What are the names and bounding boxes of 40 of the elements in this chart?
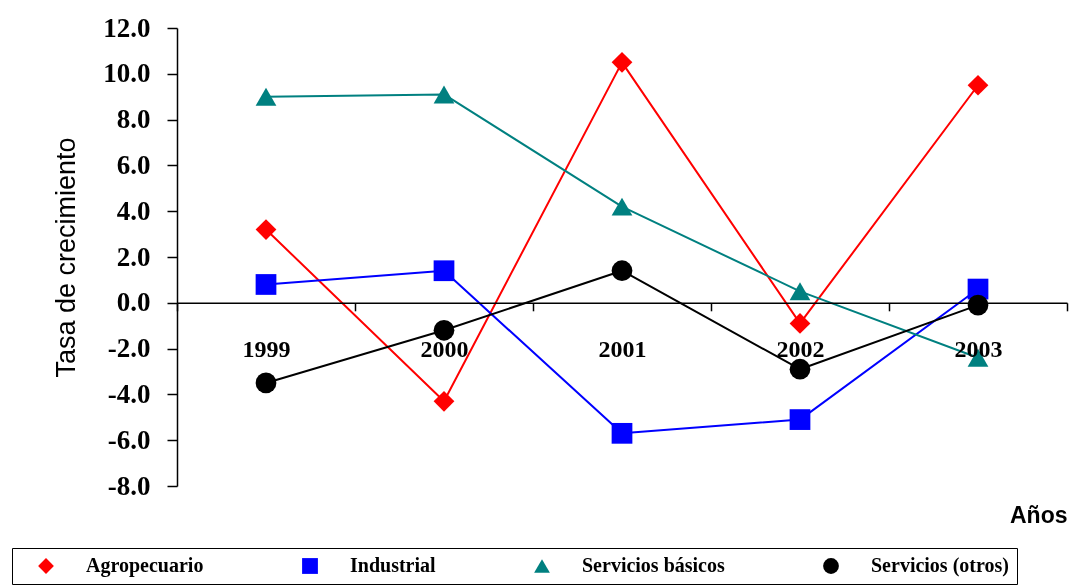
point <box>789 313 811 334</box>
y-tick-label: -4.0 <box>107 378 151 409</box>
point <box>433 319 455 341</box>
legend-label: Industrial <box>350 554 437 576</box>
y-axis-title: Tasa de crecimiento <box>51 137 82 378</box>
x-tick-label: 2003 <box>954 336 1003 363</box>
point <box>789 409 811 430</box>
y-tick-label: 10.0 <box>103 58 151 89</box>
legend-label: Servicios (otros) <box>871 554 1009 577</box>
point <box>255 219 277 240</box>
x-tick-label: 2000 <box>420 336 469 363</box>
point <box>967 74 989 96</box>
point <box>433 85 455 104</box>
y-tick-label: 8.0 <box>116 104 151 135</box>
y-tick-label: 12.0 <box>103 12 151 43</box>
x-axis-title: Años <box>1010 501 1068 528</box>
point <box>789 358 811 380</box>
point <box>611 197 633 216</box>
y-tick-label: 2.0 <box>116 241 151 272</box>
point <box>967 294 989 316</box>
point <box>611 422 633 444</box>
point <box>433 260 455 282</box>
x-tick-label: 2001 <box>598 336 647 363</box>
x-tick-label: 1999 <box>242 336 291 363</box>
point <box>789 282 811 301</box>
point <box>433 390 455 412</box>
point <box>255 372 277 394</box>
x-tick-label: 2002 <box>776 336 825 363</box>
legend-label: Servicios básicos <box>582 554 725 576</box>
y-tick-label: -6.0 <box>107 424 151 455</box>
legend-label: Agropecuario <box>86 554 204 577</box>
y-tick-label: 4.0 <box>116 195 151 226</box>
point <box>255 274 277 295</box>
y-tick-label: 6.0 <box>116 149 151 180</box>
point <box>611 51 633 73</box>
y-tick-label: -8.0 <box>107 470 151 501</box>
y-tick-label: 0.0 <box>116 287 151 318</box>
point <box>611 260 633 282</box>
point <box>255 87 277 106</box>
y-tick-label: -2.0 <box>107 333 151 364</box>
